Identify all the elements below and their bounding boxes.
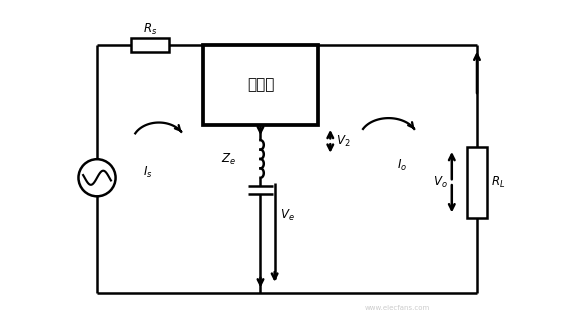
Text: www.elecfans.com: www.elecfans.com [365,305,430,311]
Text: $I_s$: $I_s$ [143,164,153,180]
Text: $R_L$: $R_L$ [491,175,505,190]
Text: $V_o$: $V_o$ [433,175,447,190]
Bar [203,45,318,125]
Text: $V_2$: $V_2$ [336,134,350,149]
Text: $V_e$: $V_e$ [280,208,294,223]
Bar [131,38,169,52]
Text: $Z_e$: $Z_e$ [221,151,236,166]
Text: 滤波器: 滤波器 [247,77,274,92]
Bar [467,147,487,217]
Text: $I_o$: $I_o$ [397,158,408,173]
Text: $R_s$: $R_s$ [143,22,157,37]
